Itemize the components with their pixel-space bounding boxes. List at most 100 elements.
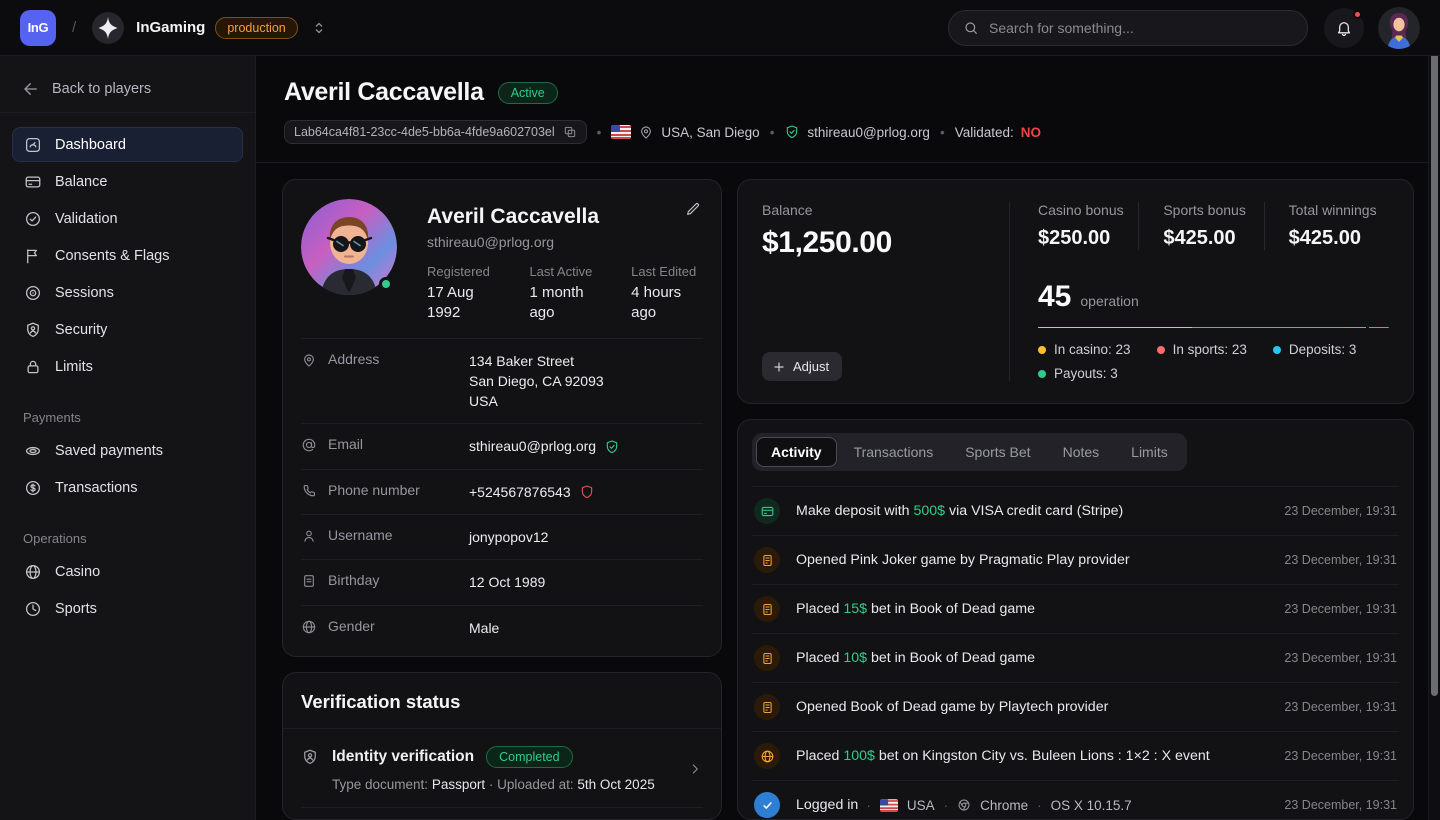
page-title: Averil Caccavella	[284, 78, 484, 106]
activity-text-line: Logged in	[796, 797, 858, 813]
activity-slot-icon	[754, 694, 780, 720]
sidebar-item-sessions[interactable]: Sessions	[12, 275, 243, 310]
chevron-right-icon[interactable]	[687, 761, 703, 777]
tab-limits[interactable]: Limits	[1131, 444, 1168, 460]
adjust-balance-button[interactable]: Adjust	[762, 352, 843, 381]
field-label-group: Birthday	[301, 572, 469, 592]
bonus-label: Total winnings	[1288, 202, 1377, 218]
sidebar-section-label-payments: Payments	[23, 410, 81, 425]
notifications-button[interactable]	[1324, 7, 1364, 48]
sidebar-item-casino[interactable]: Casino	[12, 554, 243, 589]
sidebar-item-label: Casino	[55, 563, 101, 580]
sidebar-item-sports[interactable]: Sports	[12, 591, 243, 626]
operations-count: 45	[1038, 280, 1072, 313]
operations-legend: In casino: 23 In sports: 23 Deposits: 3 Pay…	[1038, 342, 1389, 381]
activity-text-line: Placed 10$ bet in Book of Dead game	[796, 650, 1035, 666]
activity-login-meta: · USA · Chrome · OS X 10.15.7	[866, 798, 1131, 813]
sidebar-item-label: Sessions	[55, 284, 114, 301]
tab-sports-bet[interactable]: Sports Bet	[965, 444, 1031, 460]
activity-text-line: Opened Pink Joker game by Pragmatic Play…	[796, 552, 1130, 568]
sidebar-item-validation[interactable]: Validation	[12, 201, 243, 236]
validated-label: Validated:	[954, 124, 1014, 140]
operations-stacked-bar	[1038, 327, 1389, 328]
field-label: Phone number	[328, 481, 420, 498]
activity-login-icon	[754, 792, 780, 818]
balance-card: Balance $1,250.00 Adjust Casino bonus $25…	[737, 179, 1414, 404]
legend-dot	[1272, 345, 1281, 354]
tab-notes[interactable]: Notes	[1062, 444, 1100, 460]
activity-timestamp: 23 December, 19:31	[1284, 651, 1397, 665]
activity-text-line: Opened Book of Dead game by Playtech pro…	[796, 699, 1108, 715]
verification-item-identity-verification[interactable]: Identity verification Completed Type docum…	[301, 729, 703, 808]
verification-item-address-verification[interactable]: Address verificationNeed attentionNot ve…	[301, 808, 703, 819]
activity-timestamp: 23 December, 19:31	[1284, 798, 1397, 812]
sidebar-item-label: Security	[55, 321, 108, 338]
doc-icon	[301, 573, 317, 589]
edit-profile-icon[interactable]	[685, 201, 701, 217]
sidebar-item-label: Limits	[55, 358, 93, 375]
project-avatar-star-icon[interactable]	[92, 11, 125, 44]
verification-subtext-part: 5th Oct 2025	[577, 776, 655, 792]
sidebar-section-operations: Casino Sports	[12, 554, 243, 626]
separator-dot: ·	[1037, 797, 1042, 813]
legend-dot	[1156, 345, 1165, 354]
activity-text-part: Opened Pink Joker game by Pragmatic Play…	[796, 552, 1130, 568]
player-avatar	[301, 199, 397, 295]
back-to-players-link[interactable]: Back to players	[12, 68, 243, 112]
app-logo[interactable]: InG	[20, 9, 56, 46]
field-value: sthireau0@prlog.org	[469, 436, 620, 456]
lock-icon	[24, 358, 42, 376]
breadcrumb-slash: /	[72, 19, 77, 36]
location-pin-icon	[638, 124, 654, 140]
sidebar-item-saved-payments[interactable]: Saved payments	[12, 433, 243, 468]
verification-badge: Completed	[486, 745, 573, 768]
user-avatar[interactable]	[1378, 6, 1420, 49]
chrome-icon	[957, 798, 971, 812]
verification-subtext-part: Passport	[431, 776, 486, 792]
verification-subtext-part: Type document:	[332, 776, 432, 792]
sidebar-item-balance[interactable]: Balance	[12, 164, 243, 199]
activity-text-part: Make deposit with	[796, 503, 914, 519]
verification-title: Verification status	[283, 691, 721, 729]
scrollbar-thumb[interactable]	[1431, 6, 1438, 696]
activity-text: Placed 15$ bet in Book of Dead game	[796, 601, 1035, 617]
sidebar-item-label: Dashboard	[55, 136, 126, 153]
legend-text: Payouts: 3	[1054, 366, 1118, 381]
shield-icon	[579, 484, 595, 500]
sidebar-item-transactions[interactable]: Transactions	[12, 470, 243, 505]
player-id-chip[interactable]: Lab64ca4f81-23cc-4de5-bb6a-4fde9a602703e…	[284, 120, 587, 144]
transactions-icon	[24, 479, 42, 497]
separator-dot: •	[769, 124, 775, 140]
project-name: InGaming	[136, 19, 206, 36]
sidebar-item-consents-flags[interactable]: Consents & Flags	[12, 238, 243, 273]
player-location: USA, San Diego	[661, 124, 760, 140]
activity-timestamp: 23 December, 19:31	[1284, 700, 1397, 714]
tab-transactions[interactable]: Transactions	[853, 444, 934, 460]
field-value-line: USA	[469, 393, 498, 410]
field-label: Address	[328, 350, 380, 367]
search-input[interactable]	[989, 19, 1293, 36]
shield-check-icon	[604, 439, 620, 455]
sidebar-item-label: Balance	[55, 173, 108, 190]
activity-timestamp: 23 December, 19:31	[1284, 602, 1397, 616]
profile-field-address: Address 134 Baker Street San Diego, CA 920…	[301, 337, 703, 424]
copy-icon[interactable]	[563, 125, 577, 139]
field-label: Gender	[328, 617, 375, 634]
activity-row: Logged in · USA · Chrome · OS X 10.15.7 23 Dece…	[752, 780, 1399, 819]
verification-head: Identity verification Completed	[332, 745, 674, 768]
activity-slot-icon	[754, 547, 780, 573]
tab-activity[interactable]: Activity	[756, 437, 837, 467]
sidebar-section-payments: Saved payments Transactions	[12, 433, 243, 505]
flag-icon	[24, 247, 42, 265]
player-email: sthireau0@prlog.org	[807, 124, 930, 140]
sidebar-item-dashboard[interactable]: Dashboard	[12, 127, 243, 162]
environment-switcher-icon[interactable]	[310, 19, 328, 37]
activity-timestamp: 23 December, 19:31	[1284, 504, 1397, 518]
bonus-label: Sports bonus	[1163, 202, 1246, 218]
field-label: Email	[328, 436, 364, 453]
legend-text: In casino: 23	[1054, 342, 1131, 357]
activity-text-part: bet in Book of Dead game	[867, 601, 1035, 617]
legend-text: Deposits: 3	[1288, 342, 1357, 357]
sidebar-item-security[interactable]: Security	[12, 312, 243, 347]
sidebar-item-limits[interactable]: Limits	[12, 349, 243, 384]
